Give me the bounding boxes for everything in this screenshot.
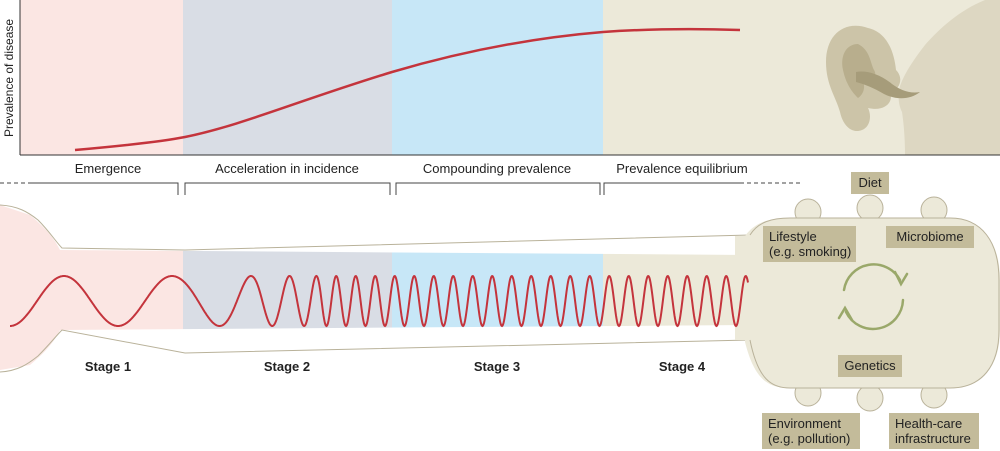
tube-stage1 — [0, 205, 183, 370]
factor-label-environment-2: (e.g. pollution) — [768, 431, 850, 446]
cycle-arrowhead-top — [893, 270, 909, 287]
band-stage1 — [20, 0, 183, 155]
bracket-emergence — [30, 182, 179, 195]
factor-box-environment — [762, 413, 860, 449]
ear-inner-icon — [842, 44, 876, 98]
factor-label-microbiome: Microbiome — [896, 229, 963, 244]
bump-top-2 — [856, 194, 884, 222]
tube-stage3 — [392, 205, 603, 370]
tube-outline-top — [0, 204, 751, 251]
disease-wave — [10, 274, 749, 328]
bump-bottom-2 — [856, 384, 884, 412]
stage-label-2: Stage 2 — [264, 359, 310, 374]
factor-box-healthcare — [889, 413, 979, 449]
cycle-arrows-icon — [837, 263, 909, 331]
factor-label-healthcare-2: infrastructure — [895, 431, 971, 446]
stage-label-3: Stage 3 — [474, 359, 520, 374]
bracket-compounding — [395, 182, 601, 195]
band-stage2 — [183, 0, 392, 155]
phase-labels: Emergence Acceleration in incidence Comp… — [75, 161, 748, 176]
stage-labels: Stage 1 Stage 2 Stage 3 Stage 4 — [85, 359, 706, 374]
cycle-arrowhead-bottom — [837, 305, 854, 322]
factor-label-environment-1: Environment — [768, 416, 841, 431]
tube-outline-bottom — [0, 329, 751, 373]
ear-canal-icon — [856, 71, 920, 99]
bracket-acceleration — [184, 182, 391, 195]
factor-label-lifestyle-2: (e.g. smoking) — [769, 244, 851, 259]
capsule-outline — [749, 217, 1000, 389]
head-silhouette — [898, 0, 1000, 155]
y-axis-label: Prevalence of disease — [2, 19, 16, 137]
factor-box-genetics — [838, 355, 902, 377]
factor-label-lifestyle-1: Lifestyle — [769, 229, 817, 244]
phase-label-emergence: Emergence — [75, 161, 141, 176]
phase-label-compounding: Compounding prevalence — [423, 161, 571, 176]
prevalence-curve — [74, 27, 741, 152]
factor-box-lifestyle — [763, 226, 856, 262]
factor-box-microbiome — [886, 226, 974, 248]
head-illustration — [826, 0, 1000, 155]
stage-label-1: Stage 1 — [85, 359, 131, 374]
tube-stage2 — [183, 205, 392, 370]
factor-label-healthcare-1: Health-care — [895, 416, 962, 431]
band-stage3 — [392, 0, 603, 155]
factor-label-diet: Diet — [858, 175, 882, 190]
factor-labels: Diet Lifestyle (e.g. smoking) Microbiome… — [762, 172, 979, 449]
phase-label-acceleration: Acceleration in incidence — [215, 161, 359, 176]
factor-label-genetics: Genetics — [844, 358, 896, 373]
factor-box-diet — [851, 172, 889, 194]
bracket-equilibrium — [603, 182, 740, 195]
tube — [0, 204, 751, 373]
phase-label-equilibrium: Prevalence equilibrium — [616, 161, 748, 176]
stage-label-4: Stage 4 — [659, 359, 706, 374]
phase-brackets — [0, 182, 800, 195]
